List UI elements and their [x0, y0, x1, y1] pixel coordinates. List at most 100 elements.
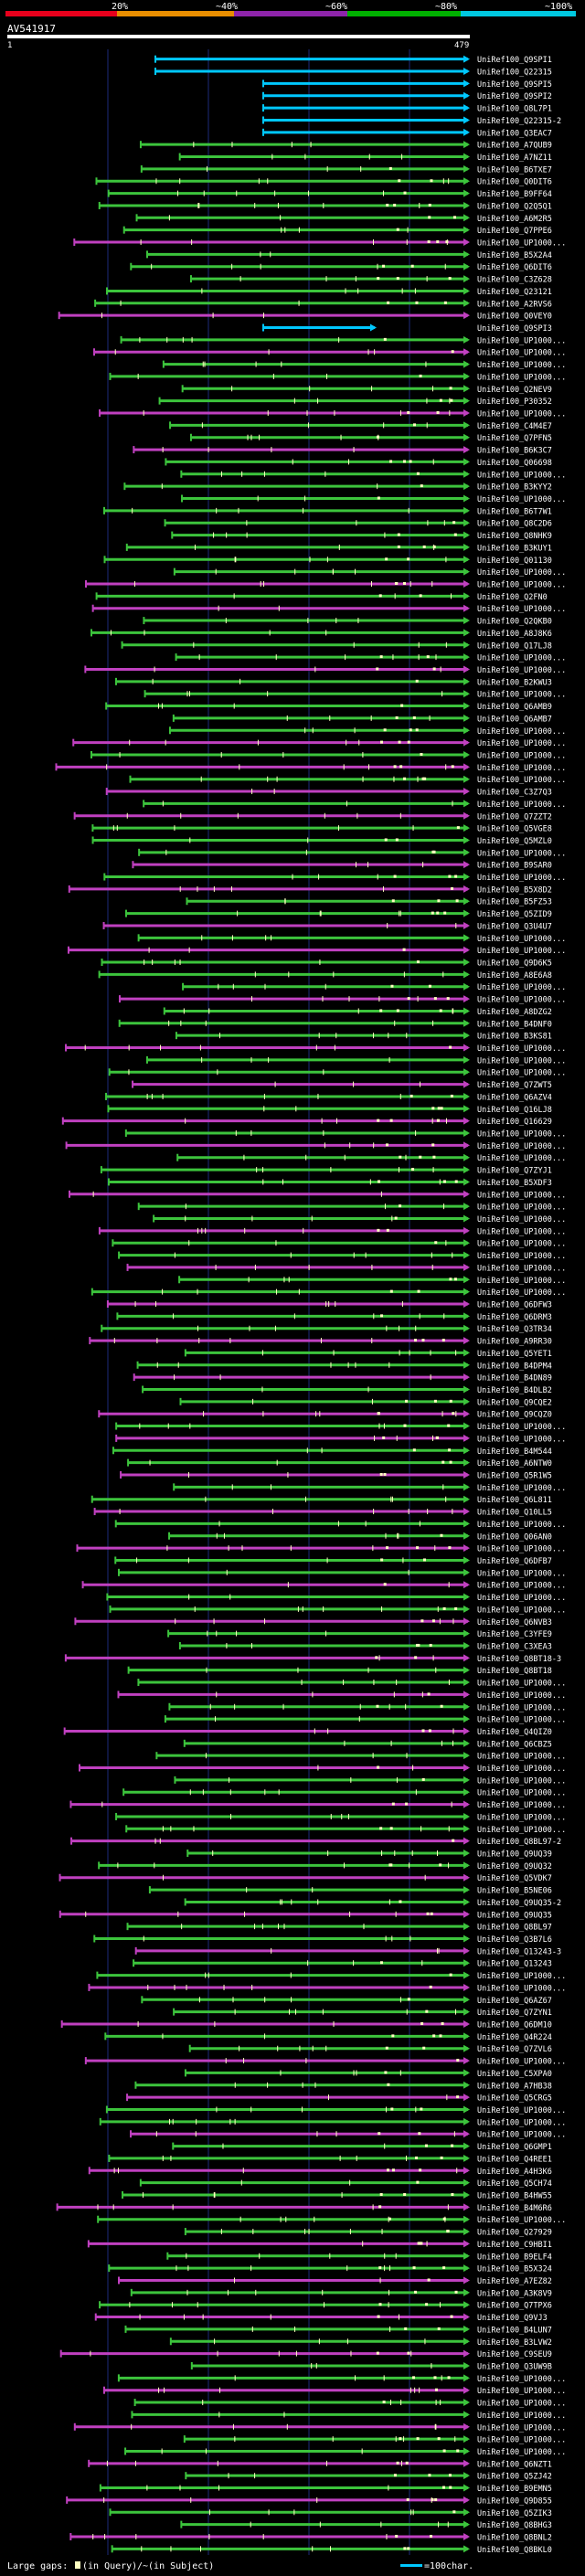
- hit-label[interactable]: UniRef100_Q6DRM3: [477, 1313, 552, 1322]
- hit-label[interactable]: UniRef100_UP1000...: [477, 2412, 566, 2421]
- hit-label[interactable]: UniRef100_UP1000...: [477, 739, 566, 748]
- hit-label[interactable]: UniRef100_Q6DM10: [477, 2021, 552, 2030]
- hit-row[interactable]: UniRef100_UP1000...: [69, 1800, 566, 1811]
- hit-row[interactable]: UniRef100_C9SEU9: [59, 2349, 552, 2360]
- hit-row[interactable]: UniRef100_Q9UQ32: [98, 1861, 552, 1871]
- hit-label[interactable]: UniRef100_UP1000...: [477, 1130, 566, 1140]
- hit-label[interactable]: UniRef100_UP1000...: [477, 1813, 566, 1822]
- hit-row[interactable]: UniRef100_Q4R224: [104, 2032, 552, 2042]
- hit-row[interactable]: UniRef100_C3XEA3: [178, 1641, 552, 1652]
- hit-row[interactable]: UniRef100_UP1000...: [79, 1764, 566, 1775]
- hit-row[interactable]: UniRef100_Q5ZID9: [124, 909, 552, 920]
- hit-row[interactable]: UniRef100_Q9SPI3: [262, 323, 552, 334]
- hit-row[interactable]: UniRef100_UP1000...: [124, 1129, 566, 1140]
- hit-row[interactable]: UniRef100_Q2QKB0: [143, 617, 552, 627]
- hit-row[interactable]: UniRef100_UP1000...: [68, 1190, 566, 1201]
- hit-row[interactable]: UniRef100_A8J8K6: [90, 629, 552, 639]
- hit-row[interactable]: UniRef100_B9EMN5: [99, 2484, 552, 2495]
- hit-row[interactable]: UniRef100_B4HW55: [122, 2190, 552, 2201]
- hit-row[interactable]: UniRef100_UP1000...: [168, 1702, 566, 1713]
- hit-row[interactable]: UniRef100_UP1000...: [112, 1239, 566, 1249]
- hit-label[interactable]: UniRef100_B4DNF0: [477, 1020, 552, 1029]
- hit-label[interactable]: UniRef100_Q22315-2: [477, 117, 561, 126]
- hit-label[interactable]: UniRef100_UP1000...: [477, 2448, 566, 2457]
- hit-label[interactable]: UniRef100_UP1000...: [477, 666, 566, 675]
- hit-label[interactable]: UniRef100_Q7ZYN1: [477, 2009, 552, 2018]
- hit-label[interactable]: UniRef100_UP1000...: [477, 751, 566, 760]
- hit-label[interactable]: UniRef100_UP1000...: [477, 2436, 566, 2445]
- hit-label[interactable]: UniRef100_UP1000...: [477, 568, 566, 578]
- hit-row[interactable]: UniRef100_A6NTW0: [127, 1458, 552, 1469]
- hit-row[interactable]: UniRef100_UP1000...: [181, 494, 566, 504]
- hit-row[interactable]: UniRef100_Q9UQ35-2: [184, 1898, 561, 1908]
- hit-label[interactable]: UniRef100_UP1000...: [477, 1069, 566, 1078]
- hit-label[interactable]: UniRef100_Q2NEV9: [477, 386, 552, 395]
- hit-label[interactable]: UniRef100_UP1000...: [477, 764, 566, 773]
- hit-row[interactable]: UniRef100_UP1000...: [118, 1251, 566, 1262]
- hit-row[interactable]: UniRef100_UP1000...: [144, 690, 567, 700]
- hit-row[interactable]: UniRef100_UP1000...: [65, 1141, 567, 1151]
- hit-row[interactable]: UniRef100_Q22315-2: [262, 116, 561, 126]
- hit-label[interactable]: UniRef100_Q6AMB7: [477, 715, 552, 724]
- hit-label[interactable]: UniRef100_Q9SPI1: [477, 56, 552, 65]
- hit-row[interactable]: UniRef100_UP1000...: [91, 604, 567, 615]
- hit-row[interactable]: UniRef100_UP1000...: [155, 1752, 566, 1762]
- hit-label[interactable]: UniRef100_UP1000...: [477, 1203, 566, 1213]
- hit-label[interactable]: UniRef100_Q5MZL0: [477, 837, 552, 846]
- hit-label[interactable]: UniRef100_Q06698: [477, 459, 552, 468]
- hit-row[interactable]: UniRef100_Q3TR34: [101, 1324, 552, 1335]
- hit-row[interactable]: UniRef100_Q7ZVL6: [188, 2044, 552, 2055]
- hit-label[interactable]: UniRef100_Q10LL5: [477, 1509, 552, 1518]
- hit-label[interactable]: UniRef100_C9SEU9: [477, 2350, 552, 2359]
- hit-row[interactable]: UniRef100_B9FF64: [107, 189, 552, 200]
- hit-row[interactable]: UniRef100_A3K8V9: [130, 2288, 552, 2299]
- hit-label[interactable]: UniRef100_Q2FN0: [477, 593, 548, 602]
- hit-label[interactable]: UniRef100_B4DPM4: [477, 1362, 552, 1371]
- hit-row[interactable]: UniRef100_Q7PPE6: [122, 226, 552, 237]
- hit-row[interactable]: UniRef100_Q5CH74: [139, 2178, 552, 2189]
- hit-label[interactable]: UniRef100_Q6AMB9: [477, 703, 552, 712]
- hit-label[interactable]: UniRef100_B5XDF3: [477, 1179, 552, 1188]
- hit-row[interactable]: UniRef100_Q6DM10: [60, 2020, 552, 2030]
- hit-row[interactable]: UniRef100_B4DLB2: [142, 1385, 552, 1395]
- hit-row[interactable]: UniRef100_UP1000...: [143, 800, 566, 810]
- hit-row[interactable]: UniRef100_B6T7W1: [102, 506, 552, 517]
- hit-label[interactable]: UniRef100_UP1000...: [477, 2400, 566, 2409]
- hit-row[interactable]: UniRef100_Q2NEV9: [181, 385, 552, 395]
- hit-label[interactable]: UniRef100_C3Z628: [477, 276, 552, 285]
- hit-row[interactable]: UniRef100_Q3UW9B: [190, 2361, 552, 2372]
- hit-label[interactable]: UniRef100_Q2QKB0: [477, 618, 552, 627]
- hit-row[interactable]: UniRef100_Q06AN0: [168, 1532, 552, 1542]
- hit-row[interactable]: UniRef100_UP1000...: [76, 1544, 567, 1554]
- hit-label[interactable]: UniRef100_Q9UQ39: [477, 1850, 552, 1860]
- hit-label[interactable]: UniRef100_B6TXE7: [477, 165, 552, 175]
- hit-label[interactable]: UniRef100_UP1000...: [477, 373, 566, 382]
- hit-row[interactable]: UniRef100_Q5CRG5: [126, 2094, 552, 2104]
- hit-label[interactable]: UniRef100_Q4QIZ0: [477, 1728, 552, 1737]
- hit-label[interactable]: UniRef100_Q9VJ3: [477, 2314, 548, 2323]
- hit-label[interactable]: UniRef100_Q5VDK7: [477, 1874, 552, 1883]
- hit-label[interactable]: UniRef100_UP1000...: [477, 800, 566, 810]
- hit-label[interactable]: UniRef100_Q3U4U7: [477, 922, 552, 931]
- hit-label[interactable]: UniRef100_Q16LJ8: [477, 1106, 552, 1115]
- hit-row[interactable]: UniRef100_Q7ZYJ1: [100, 1166, 552, 1176]
- hit-label[interactable]: UniRef100_B9EMN5: [477, 2485, 552, 2494]
- hit-row[interactable]: UniRef100_Q06698: [165, 458, 552, 468]
- hit-row[interactable]: UniRef100_UP1000...: [90, 1288, 566, 1299]
- hit-row[interactable]: UniRef100_B5XDF3: [107, 1178, 552, 1188]
- hit-label[interactable]: UniRef100_Q7PFN5: [477, 434, 552, 443]
- hit-row[interactable]: UniRef100_Q6DFB7: [114, 1556, 552, 1566]
- hit-label[interactable]: UniRef100_UP1000...: [477, 1545, 566, 1554]
- hit-row[interactable]: UniRef100_Q6L811: [90, 1495, 552, 1506]
- hit-label[interactable]: UniRef100_UP1000...: [477, 1044, 566, 1054]
- hit-row[interactable]: UniRef100_B4DPM4: [136, 1361, 552, 1372]
- hit-row[interactable]: UniRef100_UP1000...: [168, 726, 566, 737]
- hit-label[interactable]: UniRef100_B4DLB2: [477, 1386, 552, 1395]
- hit-label[interactable]: UniRef100_C3Z7Q3: [477, 789, 552, 798]
- hit-row[interactable]: UniRef100_Q4REE1: [108, 2154, 552, 2165]
- hit-label[interactable]: UniRef100_B4LUN7: [477, 2326, 552, 2335]
- hit-label[interactable]: UniRef100_UP1000...: [477, 1264, 566, 1273]
- hit-label[interactable]: UniRef100_UP1000...: [477, 1606, 566, 1615]
- hit-row[interactable]: UniRef100_UP1000...: [118, 995, 566, 1005]
- hit-row[interactable]: UniRef100_Q9D855: [66, 2496, 552, 2507]
